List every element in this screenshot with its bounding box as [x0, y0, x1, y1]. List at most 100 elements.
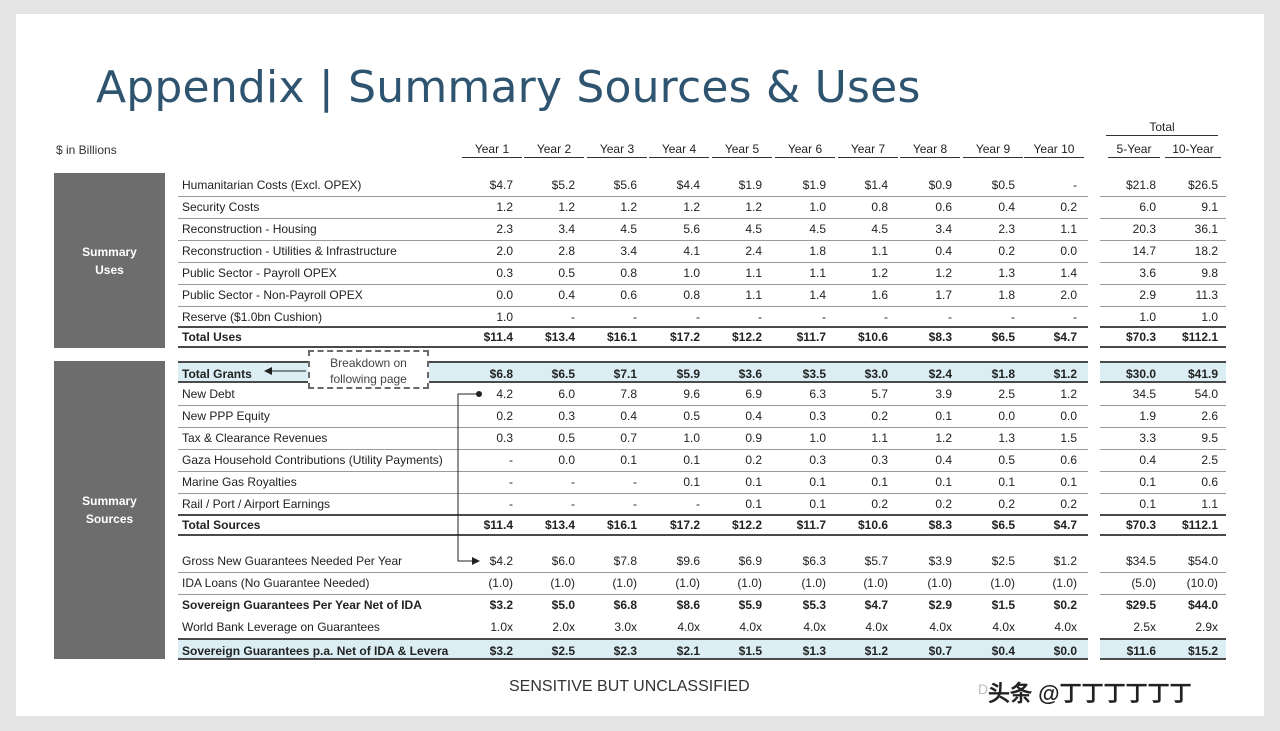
- cell-value: 0.1: [871, 475, 888, 489]
- cell-value: $11.7: [796, 330, 826, 344]
- cell-value: 1.2: [558, 200, 575, 214]
- cell-value: -: [509, 453, 513, 467]
- cell-value: $6.3: [802, 554, 826, 568]
- cell-value: $11.4: [483, 330, 513, 344]
- cell-value: $29.5: [1125, 598, 1156, 612]
- cell-value: 1.1: [871, 431, 888, 445]
- cell-value: 0.6: [620, 288, 637, 302]
- cell-value: 1.2: [683, 200, 700, 214]
- cell-value: $6.9: [738, 554, 762, 568]
- cell-value: 1.4: [1060, 266, 1077, 280]
- cell-value: 0.1: [998, 475, 1015, 489]
- cell-value: $0.5: [991, 178, 1015, 192]
- cell-value: $112.1: [1181, 330, 1218, 344]
- row-divider: [178, 594, 1226, 595]
- cell-value: $1.9: [802, 178, 826, 192]
- cell-value: 0.1: [745, 475, 762, 489]
- cell-value: $1.9: [738, 178, 762, 192]
- cell-value: $0.4: [991, 644, 1015, 658]
- row-divider: [178, 240, 1226, 241]
- cell-value: 4.0x: [677, 620, 700, 634]
- column-header: Year 6: [775, 142, 835, 158]
- column-gap: [1228, 170, 1240, 662]
- cell-value: 14.7: [1132, 244, 1156, 258]
- cell-value: 2.5: [1201, 453, 1218, 467]
- cell-value: 36.1: [1194, 222, 1218, 236]
- cell-value: $54.0: [1187, 554, 1218, 568]
- cell-value: 5.6: [683, 222, 700, 236]
- row-label: Gross New Guarantees Needed Per Year: [182, 554, 403, 568]
- cell-value: 4.5: [745, 222, 762, 236]
- table-row: Public Sector - Payroll OPEX 0.3 0.5 0.8 1.0…: [178, 262, 1226, 284]
- cell-value: 1.0: [1201, 310, 1218, 324]
- cell-value: 1.0: [809, 431, 826, 445]
- cell-value: 6.3: [809, 387, 826, 401]
- cell-value: 0.8: [620, 266, 637, 280]
- cell-value: -: [696, 310, 700, 324]
- cell-value: 0.9: [745, 431, 762, 445]
- cell-value: -: [696, 497, 700, 511]
- cell-value: 1.2: [496, 200, 513, 214]
- cell-value: $1.5: [991, 598, 1015, 612]
- cell-value: (1.0): [990, 576, 1015, 590]
- cell-value: 0.0: [998, 409, 1015, 423]
- cell-value: 4.0x: [803, 620, 826, 634]
- cell-value: $0.2: [1053, 598, 1077, 612]
- cell-value: 2.3: [496, 222, 513, 236]
- cell-value: $2.9: [928, 598, 952, 612]
- cell-value: 0.0: [558, 453, 575, 467]
- cell-value: $8.3: [928, 330, 952, 344]
- cell-value: -: [884, 310, 888, 324]
- row-label: Gaza Household Contributions (Utility Pa…: [182, 453, 443, 467]
- cell-value: $11.6: [1126, 644, 1156, 658]
- cell-value: 1.3: [998, 266, 1015, 280]
- cell-value: $1.3: [802, 644, 826, 658]
- row-label: Reconstruction - Housing: [182, 222, 317, 236]
- row-label: Public Sector - Payroll OPEX: [182, 266, 337, 280]
- cell-value: $6.5: [991, 518, 1015, 532]
- table-row: New Debt 4.2 6.0 7.8 9.6 6.9 6.3 5.7 3.9 2.5 1.2 34…: [178, 383, 1226, 405]
- row-label: Reconstruction - Utilities & Infrastruct…: [182, 244, 397, 258]
- table-row: New PPP Equity 0.2 0.3 0.4 0.5 0.4 0.3 0.2 0.1 0.…: [178, 405, 1226, 427]
- cell-value: 54.0: [1194, 387, 1218, 401]
- table-row: Reserve ($1.0bn Cushion) 1.0 - - - - - - - - - 1.0 1…: [178, 306, 1226, 328]
- cell-value: 3.4: [935, 222, 952, 236]
- cell-value: $4.7: [1053, 330, 1077, 344]
- cell-value: 18.2: [1194, 244, 1218, 258]
- page-title: Appendix | Summary Sources & Uses: [96, 62, 921, 113]
- cell-value: 3.3: [1139, 431, 1156, 445]
- cell-value: $70.3: [1125, 330, 1156, 344]
- cell-value: $44.0: [1187, 598, 1218, 612]
- cell-value: 6.0: [1139, 200, 1156, 214]
- cell-value: 11.3: [1195, 288, 1218, 302]
- row-label: New Debt: [182, 387, 235, 401]
- cell-value: 0.3: [809, 453, 826, 467]
- cell-value: $4.2: [489, 554, 513, 568]
- row-divider: [178, 196, 1226, 197]
- cell-value: 1.2: [871, 266, 888, 280]
- cell-value: 1.7: [935, 288, 952, 302]
- cell-value: $4.4: [676, 178, 700, 192]
- cell-value: 9.8: [1201, 266, 1218, 280]
- cell-value: 1.1: [1201, 497, 1218, 511]
- cell-value: $0.7: [928, 644, 952, 658]
- cell-value: 0.5: [558, 431, 575, 445]
- cell-value: 0.1: [745, 497, 762, 511]
- cell-value: -: [633, 475, 637, 489]
- cell-value: $0.0: [1053, 644, 1077, 658]
- table-row: Gaza Household Contributions (Utility Pa…: [178, 449, 1226, 471]
- cell-value: 2.8: [558, 244, 575, 258]
- cell-value: $1.2: [864, 644, 888, 658]
- cell-value: 0.4: [558, 288, 575, 302]
- cell-value: 1.0: [683, 266, 700, 280]
- cell-value: -: [1011, 310, 1015, 324]
- cell-value: 2.6: [1201, 409, 1218, 423]
- row-label: Security Costs: [182, 200, 260, 214]
- cell-value: 3.9: [935, 387, 952, 401]
- cell-value: 0.3: [809, 409, 826, 423]
- cell-value: (1.0): [927, 576, 952, 590]
- cell-value: 4.0x: [929, 620, 952, 634]
- cell-value: 9.1: [1201, 200, 1218, 214]
- cell-value: (1.0): [550, 576, 575, 590]
- table-row: Gross New Guarantees Needed Per Year $4.2…: [178, 550, 1226, 572]
